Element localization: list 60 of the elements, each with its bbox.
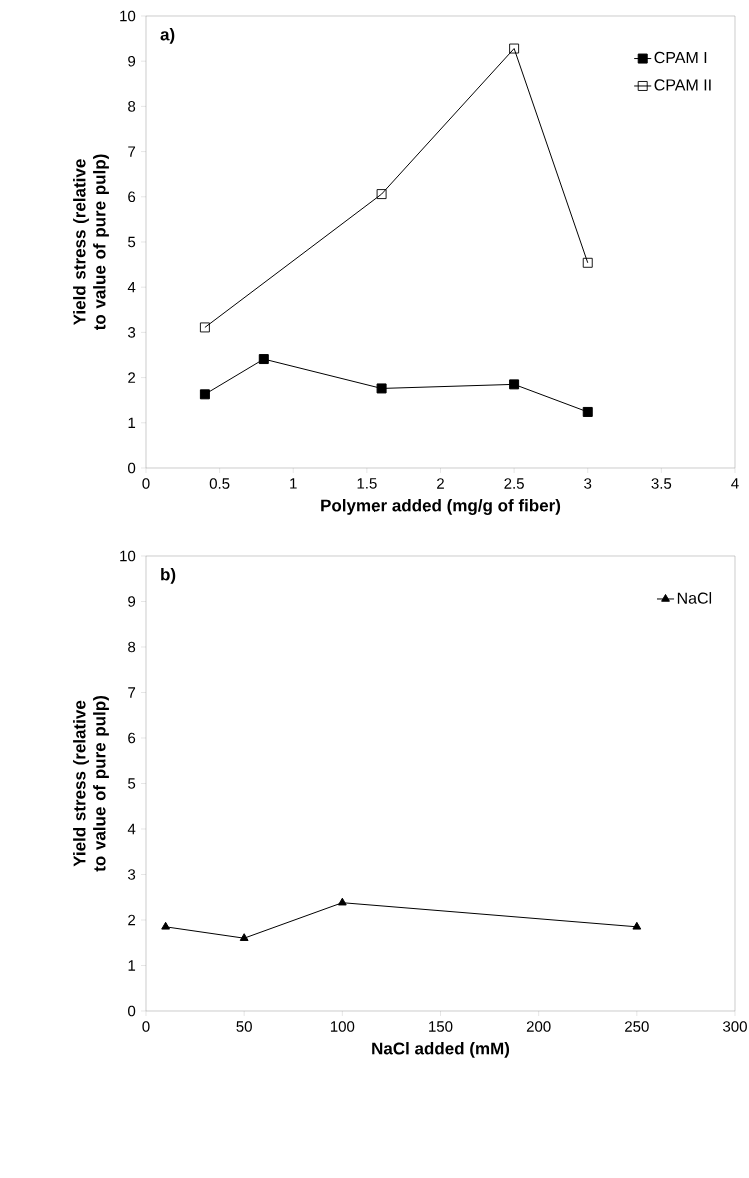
x-axis-title: Polymer added (mg/g of fiber): [321, 499, 561, 515]
y-tick-label: 4: [127, 823, 136, 835]
point: [161, 921, 171, 930]
y-tick-label: 9: [128, 55, 136, 67]
y-axis-title: Yield stress (relative to value of pure pulp): [73, 696, 109, 872]
y-tick-label: 0: [128, 462, 136, 474]
x-tick-label: 4: [731, 478, 739, 489]
legend-label: CPAM I: [654, 51, 707, 64]
x-tick-label: 150: [429, 1021, 453, 1032]
y-tick-label: 7: [128, 146, 136, 157]
annotation: b): [161, 568, 176, 584]
y-tick-label: 5: [128, 236, 136, 248]
x-axis-title: NaCl added (mM): [372, 1042, 510, 1058]
y-tick-label: 10: [120, 10, 136, 22]
legend-label: CPAM II: [654, 79, 711, 91]
point: [509, 379, 520, 390]
x-tick-label: 1: [290, 478, 297, 489]
x-tick-label: 3.5: [651, 478, 672, 489]
x-tick-label: 1.5: [357, 478, 377, 489]
y-tick-label: 0: [128, 1005, 136, 1017]
x-tick-label: 0.5: [209, 478, 230, 489]
point: [258, 354, 269, 365]
x-tick-label: 2.5: [504, 478, 524, 489]
x-tick-label: 3: [584, 478, 592, 489]
y-tick-label: 6: [128, 191, 136, 203]
y-tick-label: 3: [128, 327, 136, 338]
point: [199, 389, 210, 400]
x-tick-label: 2: [437, 478, 444, 489]
legend-label: NaCl: [677, 592, 712, 604]
annotation: a): [160, 27, 175, 44]
y-tick-label: 6: [128, 732, 136, 744]
y-tick-label: 2: [128, 372, 136, 383]
y-tick-label: 7: [128, 687, 136, 698]
y-tick-label: 2: [128, 914, 136, 926]
y-tick-label: 10: [120, 550, 136, 562]
y-tick-label: 9: [128, 596, 136, 607]
y-tick-label: 8: [128, 641, 136, 653]
y-tick-label: 3: [128, 869, 136, 880]
point: [376, 383, 387, 394]
y-tick-label: 5: [128, 778, 136, 789]
y-tick-label: 1: [128, 960, 136, 971]
y-tick-label: 1: [128, 417, 136, 428]
y-axis-title: Yield stress (relative to value of pure pulp): [73, 154, 109, 331]
point: [582, 257, 593, 268]
point: [239, 933, 249, 941]
y-tick-label: 4: [127, 282, 136, 293]
x-tick-label: 50: [236, 1021, 252, 1032]
point: [632, 921, 642, 930]
x-tick-label: 0: [142, 1021, 150, 1032]
x-tick-label: 0: [142, 478, 150, 489]
y-tick-label: 8: [128, 101, 136, 112]
x-tick-label: 200: [526, 1021, 551, 1032]
point: [376, 189, 387, 200]
point: [199, 322, 210, 333]
x-tick-label: 250: [625, 1021, 649, 1032]
x-tick-label: 100: [330, 1021, 355, 1032]
point: [582, 406, 593, 417]
point: [509, 43, 520, 54]
x-tick-label: 300: [723, 1021, 747, 1032]
point: [337, 897, 347, 906]
